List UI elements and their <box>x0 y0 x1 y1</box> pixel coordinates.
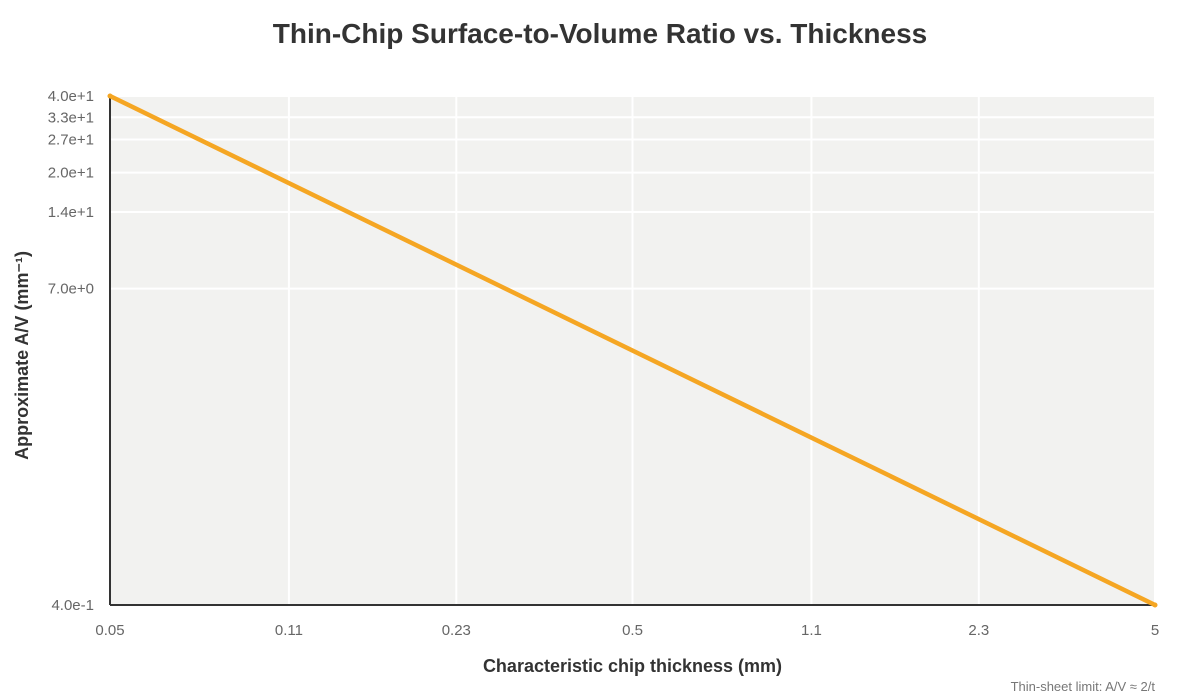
series-line <box>107 93 1158 608</box>
x-tick-label: 1.1 <box>801 622 822 639</box>
y-tick-label: 3.3e+1 <box>48 109 94 126</box>
y-tick-label: 2.7e+1 <box>48 131 94 148</box>
y-axis-title: Approximate A/V (mm⁻¹) <box>12 251 32 460</box>
tick-labels: 0.05 0.11 0.23 0.5 1.1 2.3 5 4.0e+1 3.3e+1 2.7e+1… <box>48 88 1159 639</box>
y-tick-label: 1.4e+1 <box>48 204 94 221</box>
x-tick-label: 0.05 <box>95 622 124 639</box>
grid-lines <box>109 95 1156 606</box>
x-tick-label: 5 <box>1151 622 1159 639</box>
chart-title: Thin-Chip Surface-to-Volume Ratio vs. Th… <box>272 18 928 49</box>
y-tick-label: 4.0e+1 <box>48 88 94 105</box>
x-tick-label: 0.5 <box>622 622 643 639</box>
y-tick-label: 4.0e-1 <box>51 597 94 614</box>
x-tick-label: 0.23 <box>442 622 471 639</box>
series-layer <box>107 93 1158 608</box>
axes <box>109 96 1155 606</box>
x-axis-title: Characteristic chip thickness (mm) <box>483 656 782 676</box>
x-tick-label: 2.3 <box>968 622 989 639</box>
y-tick-label: 2.0e+1 <box>48 165 94 182</box>
data-point <box>1152 602 1158 608</box>
annotation-note: Thin-sheet limit: A/V ≈ 2/t <box>1010 679 1155 694</box>
x-tick-label: 0.11 <box>275 622 303 639</box>
y-tick-label: 7.0e+0 <box>48 281 94 298</box>
data-point <box>107 93 113 99</box>
